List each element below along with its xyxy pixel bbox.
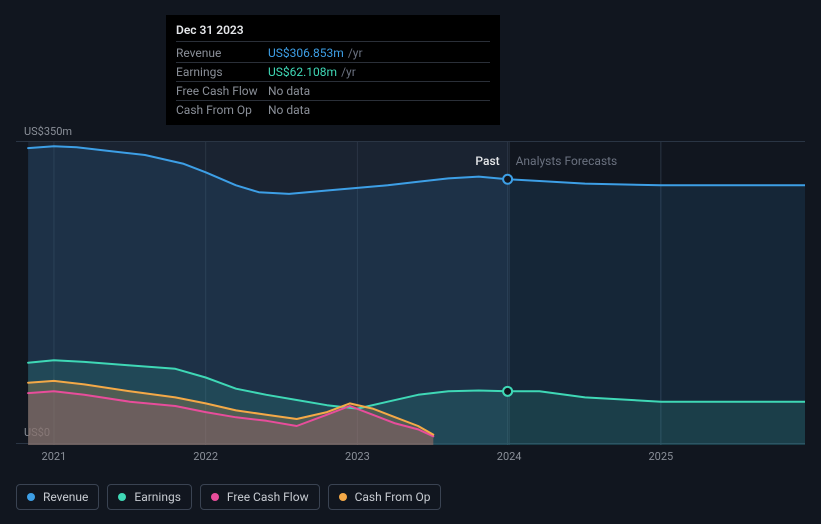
tooltip-value: No data	[268, 84, 310, 98]
legend-label: Free Cash Flow	[227, 490, 309, 504]
x-tick-label: 2021	[42, 450, 67, 463]
forecast-label: Analysts Forecasts	[516, 154, 618, 168]
x-tick-label: 2024	[497, 450, 522, 463]
legend-item-earnings[interactable]: Earnings	[107, 484, 192, 510]
x-tick-label: 2025	[648, 450, 673, 463]
x-tick-label: 2022	[193, 450, 218, 463]
tooltip-value: US$62.108m	[268, 65, 337, 79]
tooltip-label: Revenue	[176, 46, 268, 60]
legend-label: Earnings	[134, 490, 181, 504]
y-axis-max-label: US$350m	[24, 125, 72, 138]
tooltip-unit: /yr	[341, 65, 356, 79]
legend-item-free-cash-flow[interactable]: Free Cash Flow	[200, 484, 320, 510]
legend-label: Cash From Op	[355, 490, 431, 504]
tooltip-label: Free Cash Flow	[176, 84, 268, 98]
legend-dot-icon	[339, 493, 347, 501]
tooltip-unit: /yr	[348, 46, 363, 60]
tooltip-row: EarningsUS$62.108m/yr	[176, 63, 490, 82]
plot-area: Past Analysts Forecasts	[16, 141, 805, 444]
legend-label: Revenue	[43, 490, 88, 504]
tooltip-label: Earnings	[176, 65, 268, 79]
tooltip-row: RevenueUS$306.853m/yr	[176, 44, 490, 63]
legend-dot-icon	[211, 493, 219, 501]
chart-tooltip: Dec 31 2023 RevenueUS$306.853m/yrEarning…	[166, 15, 500, 125]
tooltip-value: US$306.853m	[268, 46, 344, 60]
legend-dot-icon	[27, 493, 35, 501]
tooltip-date: Dec 31 2023	[176, 23, 490, 42]
x-tick-label: 2023	[345, 450, 370, 463]
tooltip-label: Cash From Op	[176, 103, 268, 117]
legend: Revenue Earnings Free Cash Flow Cash From O…	[16, 484, 441, 510]
past-label: Past	[475, 154, 499, 168]
legend-item-cash-from-op[interactable]: Cash From Op	[328, 484, 442, 510]
tooltip-row: Free Cash FlowNo data	[176, 82, 490, 101]
tooltip-value: No data	[268, 103, 310, 117]
legend-item-revenue[interactable]: Revenue	[16, 484, 99, 510]
legend-dot-icon	[118, 493, 126, 501]
tooltip-row: Cash From OpNo data	[176, 101, 490, 119]
